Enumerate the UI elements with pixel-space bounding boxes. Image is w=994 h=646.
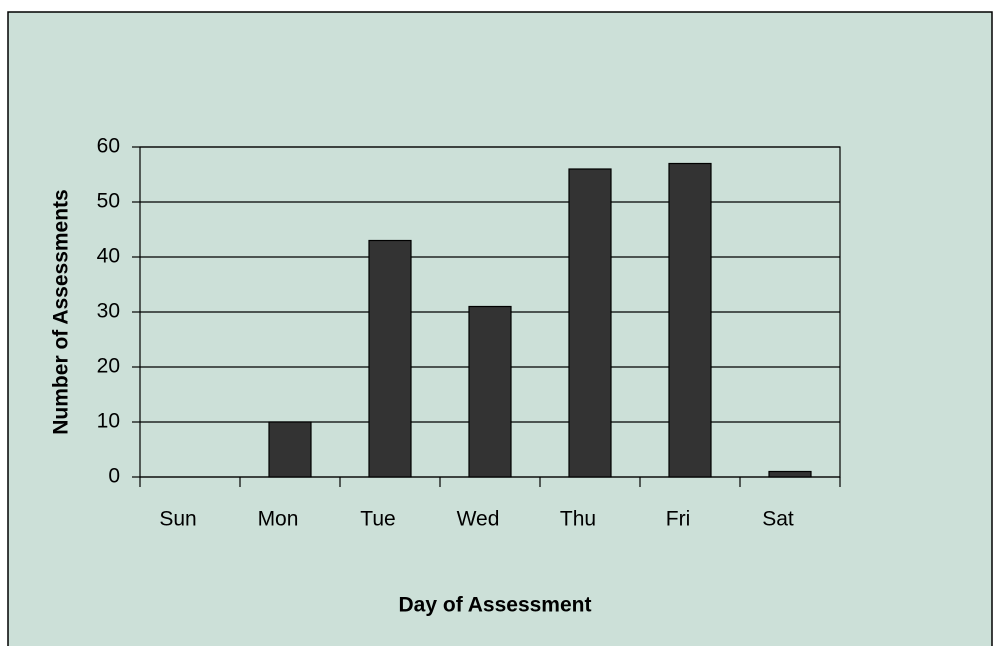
- x-tick-label: Mon: [258, 508, 299, 531]
- y-tick-label: 20: [97, 355, 120, 378]
- bar: [368, 239, 412, 478]
- x-tick-label: Fri: [666, 508, 691, 531]
- y-tick-label: 60: [97, 135, 120, 158]
- x-axis-title: Day of Assessment: [399, 594, 592, 617]
- y-tick-label: 50: [97, 190, 120, 213]
- y-tick-label: 10: [97, 410, 120, 433]
- x-tick-label: Thu: [560, 508, 596, 531]
- y-axis-title: Number of Assessments: [50, 189, 73, 434]
- x-tick-label: Tue: [360, 508, 395, 531]
- bar: [768, 470, 812, 478]
- y-tick-label: 40: [97, 245, 120, 268]
- x-tick-label: Sat: [762, 508, 794, 531]
- bar: [268, 421, 312, 478]
- bar: [668, 162, 712, 478]
- bar: [468, 305, 512, 478]
- x-tick-label: Wed: [457, 508, 500, 531]
- y-tick-label: 0: [108, 465, 120, 488]
- bar: [568, 168, 612, 478]
- x-tick-label: Sun: [159, 508, 196, 531]
- y-tick-label: 30: [97, 300, 120, 323]
